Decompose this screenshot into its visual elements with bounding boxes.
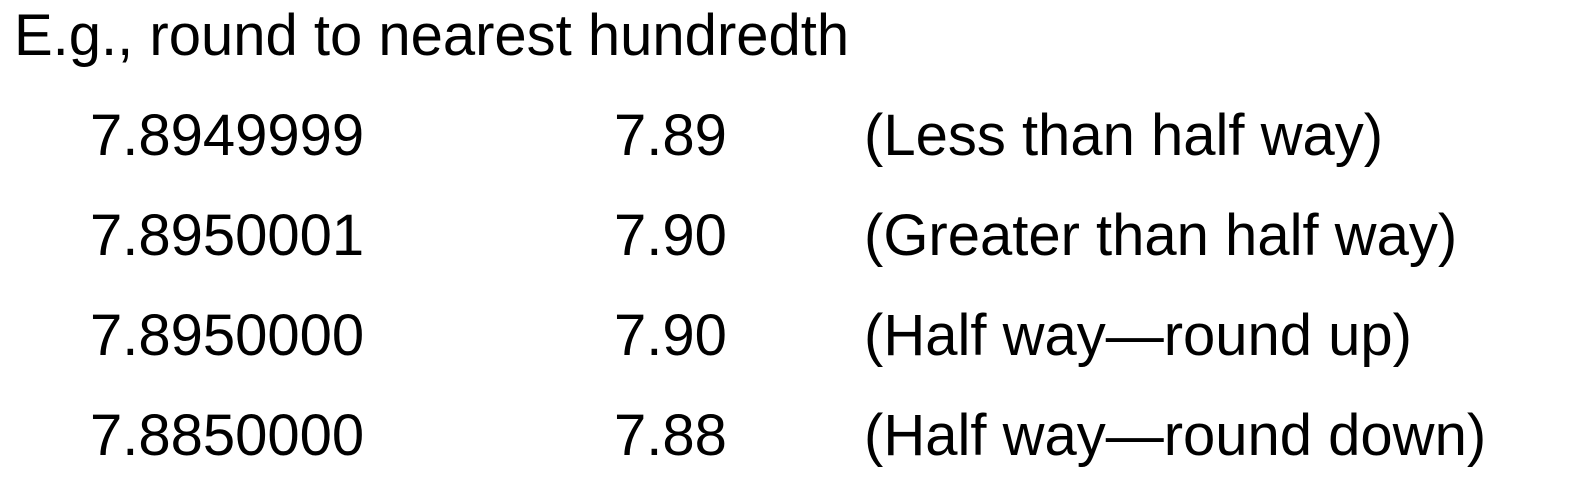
rounding-note: (Greater than half way) xyxy=(864,203,1458,268)
original-value: 7.8850000 xyxy=(90,403,365,468)
example-row: 7.8950001 7.90 (Greater than half way) xyxy=(0,186,1582,286)
rounded-value: 7.90 xyxy=(614,203,727,268)
rounded-value: 7.90 xyxy=(614,303,727,368)
rounding-note: (Half way—round down) xyxy=(864,403,1487,468)
example-row: 7.8850000 7.88 (Half way—round down) xyxy=(0,386,1582,486)
example-row: 7.8950000 7.90 (Half way—round up) xyxy=(0,286,1582,386)
rounding-note: (Less than half way) xyxy=(864,103,1384,168)
rounded-value: 7.89 xyxy=(614,103,727,168)
original-value: 7.8950001 xyxy=(90,203,365,268)
rounded-value: 7.88 xyxy=(614,403,727,468)
original-value: 7.8949999 xyxy=(90,103,365,168)
original-value: 7.8950000 xyxy=(90,303,365,368)
rounding-note: (Half way—round up) xyxy=(864,303,1412,368)
slide-heading: E.g., round to nearest hundredth xyxy=(14,3,850,68)
example-row: 7.8949999 7.89 (Less than half way) xyxy=(0,86,1582,186)
